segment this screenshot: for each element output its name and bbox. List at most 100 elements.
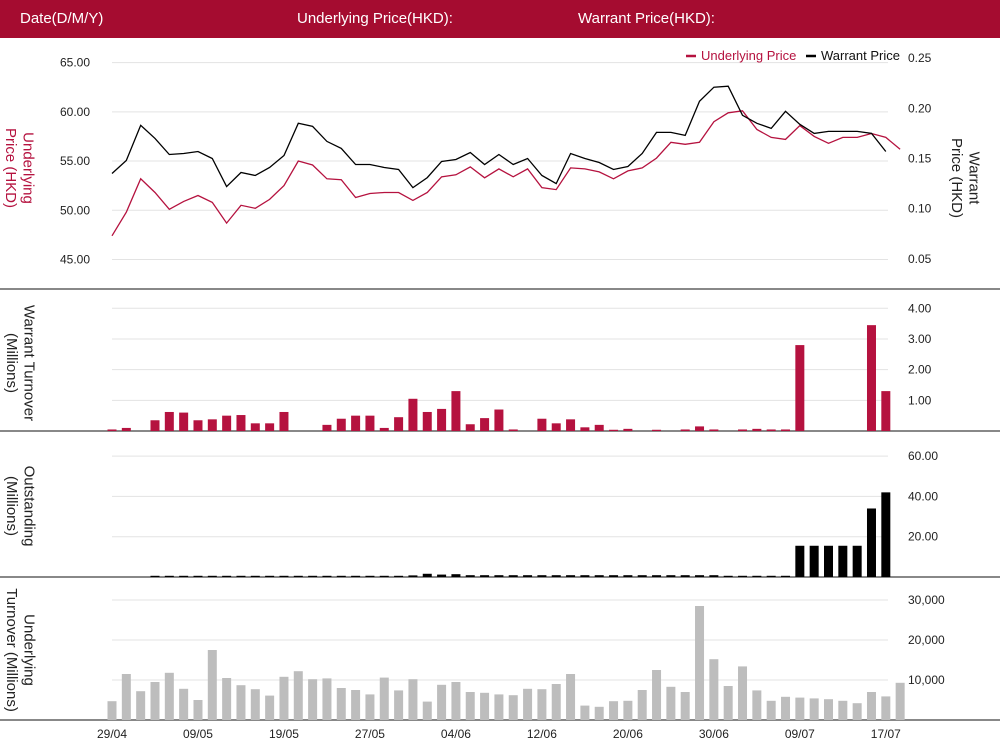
warrant-turnover-bar xyxy=(164,411,174,431)
outstanding-bar xyxy=(680,575,690,577)
warrant-turnover-bar xyxy=(250,423,260,431)
outstanding-bar xyxy=(265,575,275,577)
underlying-turnover-bar xyxy=(279,676,289,720)
outstanding-bar xyxy=(652,575,662,577)
warrant-turnover-bar xyxy=(795,345,805,431)
underlying-turnover-tick-label: 20,000 xyxy=(908,633,945,647)
warrant-turnover-bar xyxy=(193,420,203,431)
outstanding-axis-tick-label: 20.00 xyxy=(908,530,938,544)
underlying-turnover-tick-label: 10,000 xyxy=(908,673,945,687)
warrant-turnover-bar xyxy=(594,424,604,431)
underlying-turnover-bar xyxy=(422,701,432,720)
warrant-turnover-bar xyxy=(265,423,275,431)
underlying-price-readout: Underlying Price(HKD): xyxy=(297,10,453,27)
underlying-turnover-bar xyxy=(723,686,733,720)
warrant-turnover-bar xyxy=(652,429,662,431)
outstanding-bar xyxy=(738,575,748,577)
underlying-turnover-bar xyxy=(881,696,891,720)
underlying-turnover-bar xyxy=(236,685,246,720)
outstanding-bar xyxy=(365,575,375,577)
outstanding-bar xyxy=(293,575,303,577)
outstanding-axis-title: Outstanding(Millions) xyxy=(3,466,37,547)
warrant-turnover-axis-title: Warrant Turnover(Millions) xyxy=(3,305,37,421)
warrant-turnover-bar xyxy=(566,419,576,431)
underlying-turnover-bar xyxy=(781,696,791,720)
underlying-turnover-bar xyxy=(580,705,590,720)
warrant-turnover-bar xyxy=(121,427,131,431)
underlying-turnover-bar xyxy=(523,688,533,720)
x-axis-tick-label: 04/06 xyxy=(441,727,471,741)
warrant-turnover-bar xyxy=(781,429,791,431)
outstanding-bar xyxy=(781,575,791,577)
underlying-turnover-axis-title: UnderlyingTurnover (Millions) xyxy=(3,588,37,712)
warrant-turnover-bar xyxy=(881,391,891,431)
outstanding-bar xyxy=(150,575,160,577)
outstanding-bar xyxy=(551,575,561,577)
outstanding-bar xyxy=(637,575,647,577)
underlying-turnover-bar xyxy=(695,606,705,720)
outstanding-bar xyxy=(351,575,361,577)
underlying-turnover-bar xyxy=(465,692,475,720)
warrant-turnover-bar xyxy=(680,429,690,431)
outstanding-bar xyxy=(566,575,576,577)
warrant-turnover-bar xyxy=(422,411,432,431)
outstanding-bar xyxy=(236,575,246,577)
warrant-turnover-bar xyxy=(279,411,289,431)
outstanding-bar xyxy=(179,575,189,577)
left-axis-tick-label: 65.00 xyxy=(60,56,90,70)
underlying-turnover-bar xyxy=(666,686,676,720)
warrant-turnover-bar xyxy=(752,428,762,431)
underlying-turnover-bar xyxy=(738,666,748,720)
right-axis-tick-label: 0.15 xyxy=(908,151,932,165)
warrant-turnover-bar xyxy=(709,429,719,431)
warrant-turnover-bar xyxy=(623,428,633,431)
x-axis-tick-label: 09/07 xyxy=(785,727,815,741)
turnover-axis-tick-label: 3.00 xyxy=(908,332,932,346)
underlying-turnover-bar xyxy=(408,679,418,720)
underlying-turnover-bar xyxy=(136,691,146,720)
outstanding-bar xyxy=(795,545,805,577)
right-axis-title: WarrantPrice (HKD) xyxy=(948,138,982,218)
outstanding-bar xyxy=(824,545,833,577)
x-axis-tick-label: 17/07 xyxy=(871,727,901,741)
underlying-turnover-bar xyxy=(838,700,848,720)
underlying-turnover-bar xyxy=(179,688,189,720)
underlying-turnover-bar xyxy=(623,700,633,720)
warrant-turnover-bar xyxy=(866,325,876,431)
right-axis-tick-label: 0.25 xyxy=(908,51,932,65)
outstanding-bar xyxy=(336,575,346,577)
underlying-turnover-bar xyxy=(193,700,203,720)
outstanding-bar xyxy=(465,575,475,577)
warrant-turnover-bar xyxy=(150,420,160,431)
warrant-turnover-bar xyxy=(508,429,518,431)
outstanding-bar xyxy=(451,574,461,577)
underlying-turnover-bar xyxy=(164,672,174,720)
warrant-turnover-bar xyxy=(537,418,547,431)
outstanding-bar xyxy=(437,574,447,577)
warrant-price-line xyxy=(111,85,887,189)
underlying-turnover-bar xyxy=(121,674,131,720)
underlying-turnover-bar xyxy=(537,689,547,720)
warrant-price-readout: Warrant Price(HKD): xyxy=(578,10,715,27)
warrant-turnover-bar xyxy=(351,415,361,431)
warrant-turnover-bar xyxy=(207,419,217,431)
x-axis-tick-label: 27/05 xyxy=(355,727,385,741)
outstanding-bar xyxy=(523,575,533,577)
underlying-turnover-bar xyxy=(222,678,232,720)
outstanding-bar xyxy=(809,545,819,577)
underlying-turnover-bar xyxy=(752,690,762,720)
warrant-turnover-bar xyxy=(179,412,189,431)
outstanding-bar xyxy=(594,575,604,577)
underlying-turnover-bar xyxy=(480,692,490,720)
underlying-turnover-bar xyxy=(824,699,833,720)
outstanding-bar xyxy=(322,575,332,577)
warrant-turnover-bar xyxy=(766,429,776,431)
underlying-turnover-bar xyxy=(379,677,389,720)
warrant-turnover-bar xyxy=(336,418,346,431)
underlying-turnover-bar xyxy=(809,698,819,720)
outstanding-bar xyxy=(164,575,174,577)
warrant-turnover-bar xyxy=(236,415,246,431)
underlying-turnover-bar xyxy=(308,679,318,720)
legend-warrant-label: Warrant Price xyxy=(821,48,900,63)
